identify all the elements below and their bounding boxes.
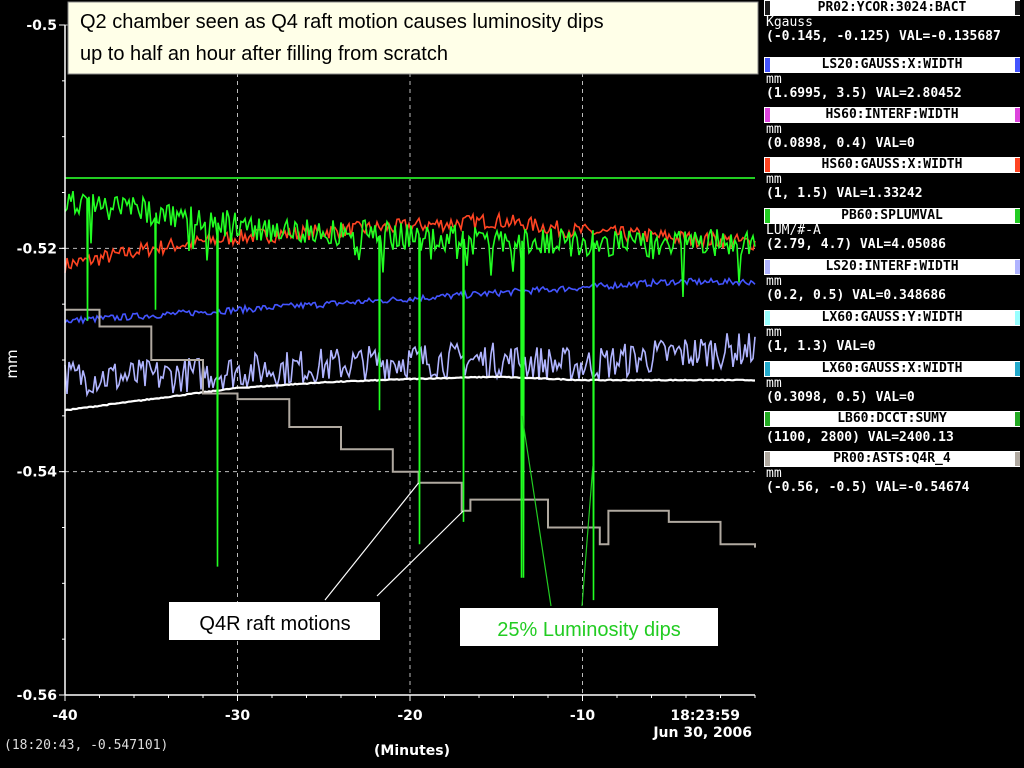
annotation-raft-motions-text: Q4R raft motions [199,613,350,635]
title-box: Q2 chamber seen as Q4 raft motion causes… [67,1,759,75]
chart-title-line-2: up to half an hour after filling from sc… [80,43,448,65]
arrow-raft-motion [376,510,464,597]
annotation-arrows [324,415,594,607]
legend-swatch [765,311,770,325]
y-tick-label: -0.56 [17,688,57,704]
legend-swatch [765,158,770,172]
legend-item-unit: mm [766,274,782,289]
y-tick-label: -0.5 [26,18,57,34]
legend-swatch [1015,362,1020,376]
legend-item-unit: mm [766,376,782,391]
legend-item-unit: mm [766,466,782,481]
legend-swatch [1015,1,1020,15]
legend-item-name: LS20:INTERF:WIDTH [764,259,1020,275]
annotation-raft-motions: Q4R raft motions [169,602,380,640]
legend-item-unit: mm [766,325,782,340]
y-axis-label: mm [3,349,21,378]
legend-item-range: (0.3098, 0.5) VAL=0 [766,390,915,405]
legend-swatch [1015,412,1020,426]
legend-item-range: (-0.145, -0.125) VAL=-0.135687 [766,29,1001,44]
legend-swatch [765,260,770,274]
legend-item-name: PR00:ASTS:Q4R_4 [764,451,1020,467]
legend-swatch [1015,260,1020,274]
arrow-luminosity-dip [581,466,594,607]
chart-title-line-1: Q2 chamber seen as Q4 raft motion causes… [80,11,604,33]
legend-item-range: (1, 1.5) VAL=1.33242 [766,186,923,201]
legend-item-unit: LUM/#-A [766,223,821,238]
legend-swatch [1015,311,1020,325]
data-traces [64,177,756,601]
legend-swatch [765,452,770,466]
legend-item-name: HS60:GAUSS:X:WIDTH [764,157,1020,173]
legend-swatch [765,1,770,15]
x-tick-label: -30 [225,708,251,724]
x-tick-label: -10 [570,708,596,724]
x-tick-label: -40 [52,708,78,724]
legend-item-unit: mm [766,122,782,137]
legend: PR02:YCOR:3024:BACT Kgauss (-0.145, -0.125… [760,0,1024,505]
series-line [64,375,755,412]
series-line-luminosity [64,190,756,601]
series-line [65,308,756,548]
legend-item-range: (-0.56, -0.5) VAL=-0.54674 [766,480,970,495]
legend-item-name: PR02:YCOR:3024:BACT [764,0,1020,16]
legend-item-unit: Kgauss [766,15,813,30]
tick-labels: -40 -30 -20 -10 -0.5 -0.52 -0.54 -0.56 [17,18,596,724]
legend-swatch [765,58,770,72]
legend-item-name: LX60:GAUSS:X:WIDTH [764,361,1020,377]
legend-swatch [1015,452,1020,466]
y-tick-label: -0.54 [17,465,58,481]
legend-swatch [765,412,770,426]
legend-item-name: LB60:DCCT:SUMY [764,411,1020,427]
arrow-luminosity-dip [521,415,552,607]
series-line [64,333,756,398]
legend-swatch [765,209,770,223]
annotation-luminosity-dips-text: 25% Luminosity dips [497,619,680,641]
legend-item-name: HS60:INTERF:WIDTH [764,107,1020,123]
legend-item-range: (1.6995, 3.5) VAL=2.80452 [766,86,962,101]
x-end-time-label: 18:23:59 [670,708,740,724]
legend-swatch [1015,108,1020,122]
legend-item-name: PB60:SPLUMVAL [764,208,1020,224]
legend-item-range: (0.2, 0.5) VAL=0.348686 [766,288,947,303]
legend-item-range: (1, 1.3) VAL=0 [766,339,876,354]
arrow-raft-motion [324,482,420,601]
legend-item-name: LX60:GAUSS:Y:WIDTH [764,310,1020,326]
legend-item-unit: mm [766,172,782,187]
legend-item-name: LS20:GAUSS:X:WIDTH [764,57,1020,73]
legend-swatch [1015,209,1020,223]
legend-swatch [765,108,770,122]
axes [59,24,756,701]
y-tick-label: -0.52 [17,241,57,257]
legend-item-range: (2.79, 4.7) VAL=4.05086 [766,237,947,252]
legend-swatch [1015,58,1020,72]
cursor-readout: (18:20:43, -0.547101) [4,738,169,753]
legend-item-range: (1100, 2800) VAL=2400.13 [766,430,954,445]
series-line [64,276,756,325]
legend-swatch [1015,158,1020,172]
legend-swatch [765,362,770,376]
x-tick-label: -20 [397,708,423,724]
legend-item-range: (0.0898, 0.4) VAL=0 [766,136,915,151]
legend-item-unit: mm [766,72,782,87]
x-axis-label: (Minutes) [374,743,450,759]
annotation-luminosity-dips: 25% Luminosity dips [460,608,718,646]
x-end-date-label: Jun 30, 2006 [652,725,752,741]
